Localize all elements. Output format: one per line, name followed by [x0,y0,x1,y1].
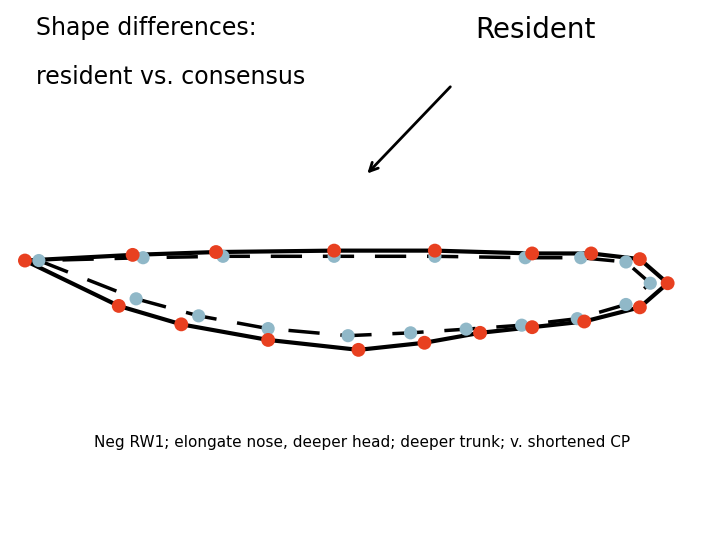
Point [210,248,222,256]
Text: Resident: Resident [475,16,595,44]
Point [634,255,646,264]
Point [328,246,340,255]
Point [526,323,538,332]
Point [353,346,364,354]
Point [262,335,274,345]
Point [620,258,631,266]
Point [262,324,274,333]
Point [634,303,646,312]
Point [419,339,431,347]
Point [113,301,125,310]
Point [644,279,656,287]
Point [127,251,138,259]
Point [33,256,45,265]
Point [429,246,441,255]
Text: Shape differences:: Shape differences: [36,16,256,40]
Point [176,320,187,329]
Point [662,279,673,287]
Point [130,294,142,303]
Point [585,249,597,258]
Point [342,332,354,340]
Point [620,300,631,309]
Point [578,317,590,326]
Point [193,312,204,320]
Point [516,321,528,329]
Text: Neg RW1; elongate nose, deeper head; deeper trunk; v. shortened CP: Neg RW1; elongate nose, deeper head; dee… [94,435,630,450]
Point [19,256,31,265]
Point [138,253,149,262]
Point [526,249,538,258]
Point [474,328,486,337]
Point [405,328,416,337]
Text: resident vs. consensus: resident vs. consensus [36,65,305,89]
Point [575,253,587,262]
Point [460,325,472,334]
Point [572,314,583,323]
Point [519,253,531,262]
Point [328,252,340,261]
Point [217,252,229,261]
Point [429,252,441,261]
